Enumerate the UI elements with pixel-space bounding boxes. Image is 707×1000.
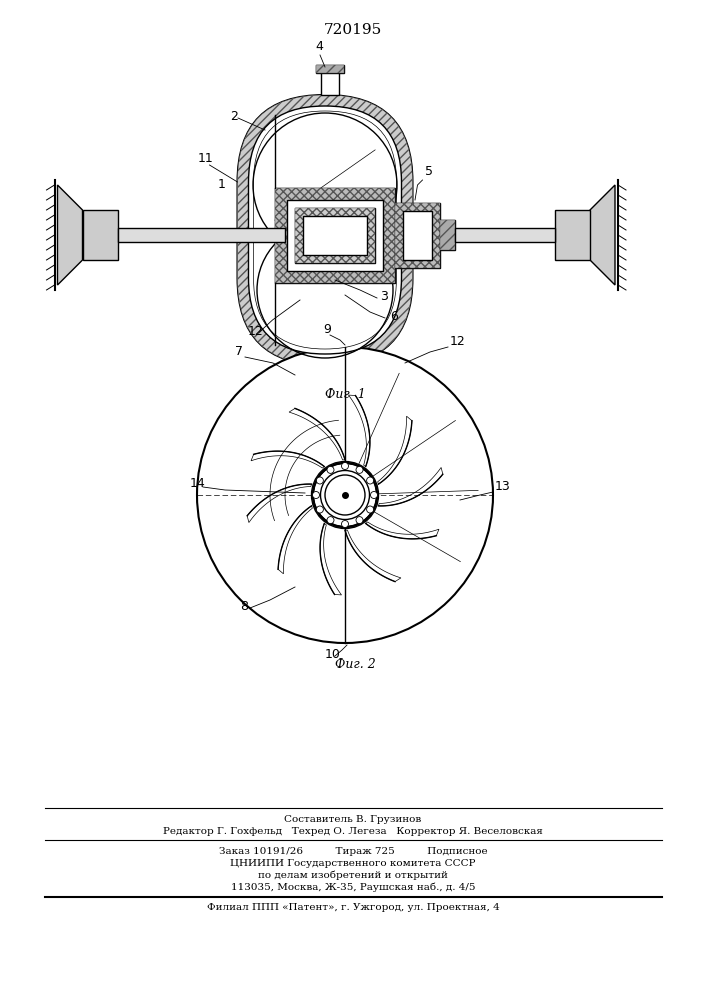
Bar: [117, 228, 285, 242]
Text: 13: 13: [495, 480, 510, 493]
Text: 11: 11: [197, 152, 214, 165]
Text: Фиг. 1: Фиг. 1: [325, 388, 366, 401]
Polygon shape: [320, 523, 341, 595]
Text: 10: 10: [325, 648, 341, 661]
Text: 720195: 720195: [324, 23, 382, 37]
Bar: [403, 211, 432, 259]
Polygon shape: [378, 467, 443, 506]
Text: 113035, Москва, Ж-35, Раушская наб., д. 4/5: 113035, Москва, Ж-35, Раушская наб., д. …: [230, 882, 475, 892]
Polygon shape: [247, 484, 312, 523]
Circle shape: [327, 466, 334, 473]
Text: Филиал ППП «Патент», г. Ужгород, ул. Проектная, 4: Филиал ППП «Патент», г. Ужгород, ул. Про…: [206, 904, 499, 912]
Bar: [440, 220, 455, 250]
Text: 8: 8: [240, 600, 248, 613]
Polygon shape: [251, 451, 325, 468]
Polygon shape: [366, 522, 439, 539]
Bar: [295, 208, 375, 262]
Circle shape: [317, 477, 323, 484]
Polygon shape: [278, 506, 312, 574]
Bar: [303, 216, 367, 254]
Polygon shape: [349, 395, 370, 467]
Polygon shape: [57, 185, 83, 285]
Circle shape: [367, 477, 373, 484]
Text: 6: 6: [390, 310, 398, 323]
Text: 7: 7: [235, 345, 243, 358]
Text: 12: 12: [450, 335, 466, 348]
Text: Составитель В. Грузинов: Составитель В. Грузинов: [284, 814, 421, 824]
Bar: [440, 220, 455, 250]
Bar: [295, 208, 375, 262]
Text: Фиг. 2: Фиг. 2: [334, 658, 375, 672]
Bar: [83, 210, 117, 260]
Circle shape: [370, 491, 378, 498]
Text: Редактор Г. Гохфельд   Техред О. Легеза   Корректор Я. Веселовская: Редактор Г. Гохфельд Техред О. Легеза Ко…: [163, 826, 543, 836]
Circle shape: [341, 520, 349, 528]
Circle shape: [327, 517, 334, 524]
Text: 14: 14: [190, 477, 206, 490]
Circle shape: [317, 506, 323, 513]
Text: 5: 5: [424, 165, 433, 178]
Circle shape: [312, 491, 320, 498]
Bar: [455, 228, 555, 242]
Circle shape: [367, 506, 373, 513]
Text: Заказ 10191/26          Тираж 725          Подписное: Заказ 10191/26 Тираж 725 Подписное: [218, 846, 487, 856]
Polygon shape: [289, 408, 345, 460]
Text: 1: 1: [218, 178, 226, 191]
Bar: [316, 65, 344, 73]
FancyBboxPatch shape: [238, 95, 412, 365]
Bar: [275, 188, 395, 282]
Circle shape: [356, 517, 363, 524]
Bar: [555, 210, 590, 260]
Polygon shape: [345, 530, 401, 582]
Bar: [275, 188, 395, 282]
Text: 12: 12: [247, 325, 263, 338]
Circle shape: [197, 347, 493, 643]
Text: ЦНИИПИ Государственного комитета СССР: ЦНИИПИ Государственного комитета СССР: [230, 858, 476, 867]
FancyBboxPatch shape: [248, 106, 402, 354]
Bar: [287, 200, 383, 270]
Circle shape: [341, 462, 349, 470]
Text: 9: 9: [323, 323, 331, 336]
Text: 2: 2: [230, 110, 238, 123]
FancyBboxPatch shape: [238, 95, 412, 365]
Circle shape: [313, 463, 377, 527]
Circle shape: [356, 466, 363, 473]
Circle shape: [325, 475, 365, 515]
Bar: [395, 202, 440, 267]
Bar: [395, 202, 440, 267]
Text: 4: 4: [315, 40, 323, 53]
Polygon shape: [590, 185, 615, 285]
Bar: [316, 65, 344, 73]
Bar: [321, 67, 339, 95]
Text: 3: 3: [380, 290, 388, 303]
Polygon shape: [378, 416, 412, 484]
Text: по делам изобретений и открытий: по делам изобретений и открытий: [258, 870, 448, 880]
